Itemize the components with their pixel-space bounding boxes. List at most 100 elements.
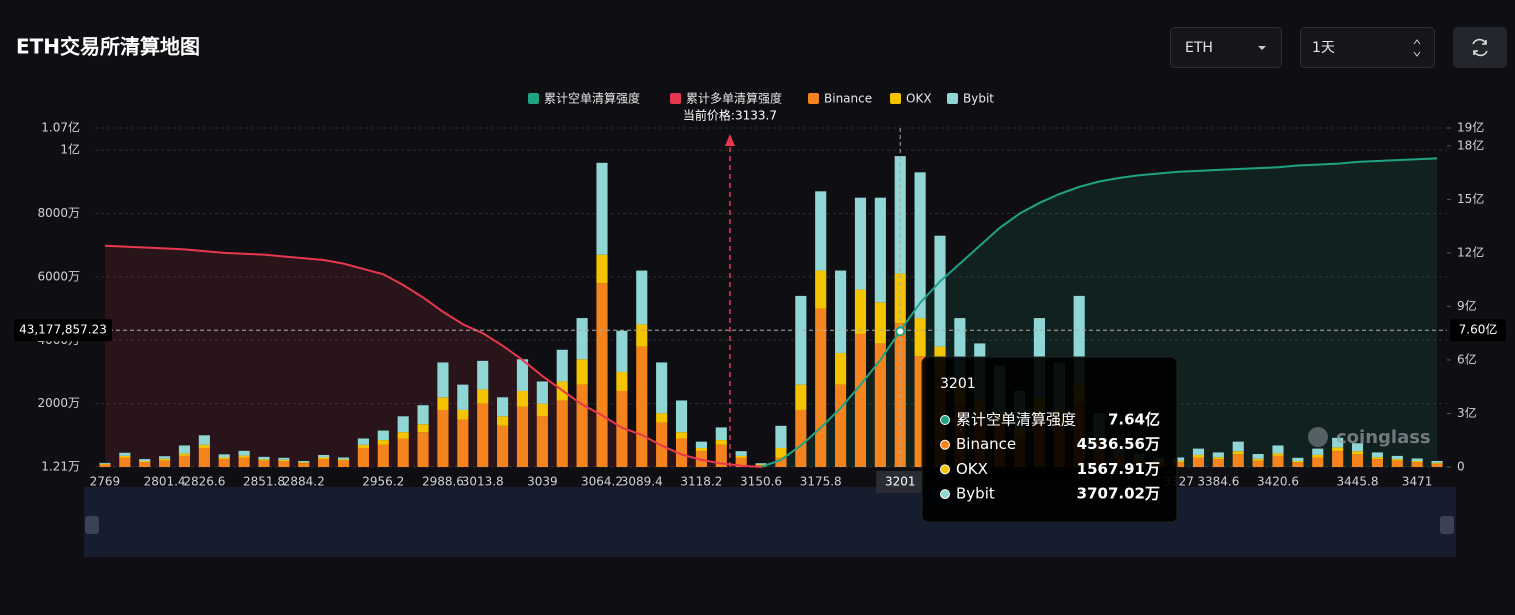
bar-segment: [238, 457, 250, 467]
bar-segment: [357, 447, 369, 467]
bar-segment: [1272, 453, 1284, 456]
bar-segment: [218, 454, 230, 458]
bar-segment: [1173, 460, 1185, 463]
bar-segment: [755, 463, 767, 465]
bar-segment: [735, 455, 747, 458]
bar-segment: [457, 384, 469, 410]
bar-segment: [576, 384, 588, 467]
bar-segment: [337, 459, 350, 461]
bar-segment: [1312, 457, 1324, 467]
bar-segment: [159, 456, 171, 459]
bar-segment: [417, 432, 429, 467]
bar-segment: [1192, 454, 1205, 458]
x-tick-label: 3118.2: [680, 475, 722, 489]
x-tick-label: 2801.4: [144, 475, 186, 489]
y2-tick-label: 0: [1457, 460, 1465, 474]
bar-segment: [1232, 454, 1244, 467]
y2-tick-label: 18亿: [1457, 137, 1484, 152]
page-title: ETH交易所清算地图: [16, 35, 200, 59]
bar-segment: [1192, 457, 1205, 467]
bar-segment: [536, 403, 548, 417]
bar-segment: [835, 352, 847, 385]
coin-select-text: ETH: [1185, 40, 1213, 56]
bar-segment: [258, 460, 270, 467]
tooltip-value: 3707.02万: [1077, 485, 1160, 503]
watermark: coinglass: [1336, 427, 1431, 448]
x-tick-label: 3064.2: [581, 475, 623, 489]
legend-swatch: [670, 93, 681, 104]
x-tick-label: 3039: [527, 475, 558, 489]
coin-select[interactable]: [1170, 27, 1282, 68]
x-tick-label: 3384.6: [1197, 475, 1239, 489]
bar-segment: [318, 457, 330, 460]
legend-swatch: [808, 93, 819, 104]
bar-segment: [1411, 458, 1423, 461]
bar-segment: [556, 400, 568, 467]
bar-segment: [417, 405, 429, 425]
bar-segment: [178, 445, 191, 454]
bar-segment: [636, 324, 648, 347]
bar-segment: [1272, 455, 1284, 467]
y2-tick-label: 3亿: [1457, 405, 1477, 420]
range-slider[interactable]: [84, 487, 1456, 557]
y-tick-label: 8000万: [37, 206, 80, 220]
bar-segment: [1073, 295, 1085, 385]
tooltip-name: Binance: [956, 435, 1016, 453]
tooltip-name: Bybit: [956, 485, 995, 503]
bar-segment: [477, 389, 489, 404]
bar-segment: [318, 454, 330, 458]
bar-segment: [1252, 454, 1264, 459]
tooltip-dot: [940, 464, 950, 475]
legend-label: Bybit: [963, 92, 994, 106]
bar-segment: [99, 462, 111, 464]
legend-label: 累计空单清算强度: [544, 91, 640, 106]
bar-segment: [914, 356, 926, 467]
period-select[interactable]: [1300, 27, 1435, 68]
bar-segment: [1192, 448, 1205, 455]
bar-segment: [616, 390, 628, 467]
current-price-label: 当前价格:3133.7: [683, 108, 777, 123]
bar-segment: [636, 270, 648, 325]
bar-segment: [198, 444, 210, 448]
x-highlight: [876, 471, 925, 493]
refresh-button[interactable]: [1453, 27, 1507, 68]
legend-swatch: [890, 93, 901, 104]
x-tick-label: 3175.8: [800, 475, 842, 489]
bar-segment: [516, 406, 529, 467]
bar-segment: [1173, 462, 1185, 467]
bar-segment: [278, 457, 290, 460]
x-tick-label: 2826.6: [183, 475, 225, 489]
bar-segment: [914, 172, 926, 319]
bar-segment: [198, 435, 210, 445]
bar-segment: [675, 438, 688, 467]
line: [104, 244, 762, 468]
bar-segment: [874, 343, 886, 467]
bar-segment: [397, 438, 409, 467]
bar-segment: [198, 447, 210, 467]
bar-segment: [1292, 462, 1304, 467]
x-tick-label: 3150.6: [740, 475, 782, 489]
slider-handle[interactable]: [85, 516, 99, 534]
bar-segment: [139, 462, 151, 467]
legend-swatch: [528, 93, 539, 104]
bar-segment: [1371, 459, 1383, 467]
bar-segment: [656, 413, 668, 423]
bar-segment: [1212, 452, 1224, 458]
tooltip-dot: [940, 415, 950, 425]
x-tick-label: 3201: [885, 475, 916, 489]
bar-segment: [397, 416, 409, 433]
bar-segment: [1371, 452, 1383, 458]
bar-segment: [1212, 457, 1224, 460]
bar-segment: [99, 463, 111, 465]
bar-segment: [1332, 437, 1344, 448]
bar-segment: [99, 464, 111, 467]
tooltip-value: 1567.91万: [1077, 460, 1160, 478]
bar-segment: [914, 318, 926, 357]
slider-handle[interactable]: [1440, 516, 1454, 534]
bar-segment: [516, 390, 529, 407]
bar-segment: [417, 424, 429, 433]
y2-tick-label: 12亿: [1457, 244, 1484, 259]
y2-tick-label: 15亿: [1457, 191, 1484, 206]
bar-segment: [1312, 454, 1324, 458]
y2-tick-label: 9亿: [1457, 298, 1477, 313]
